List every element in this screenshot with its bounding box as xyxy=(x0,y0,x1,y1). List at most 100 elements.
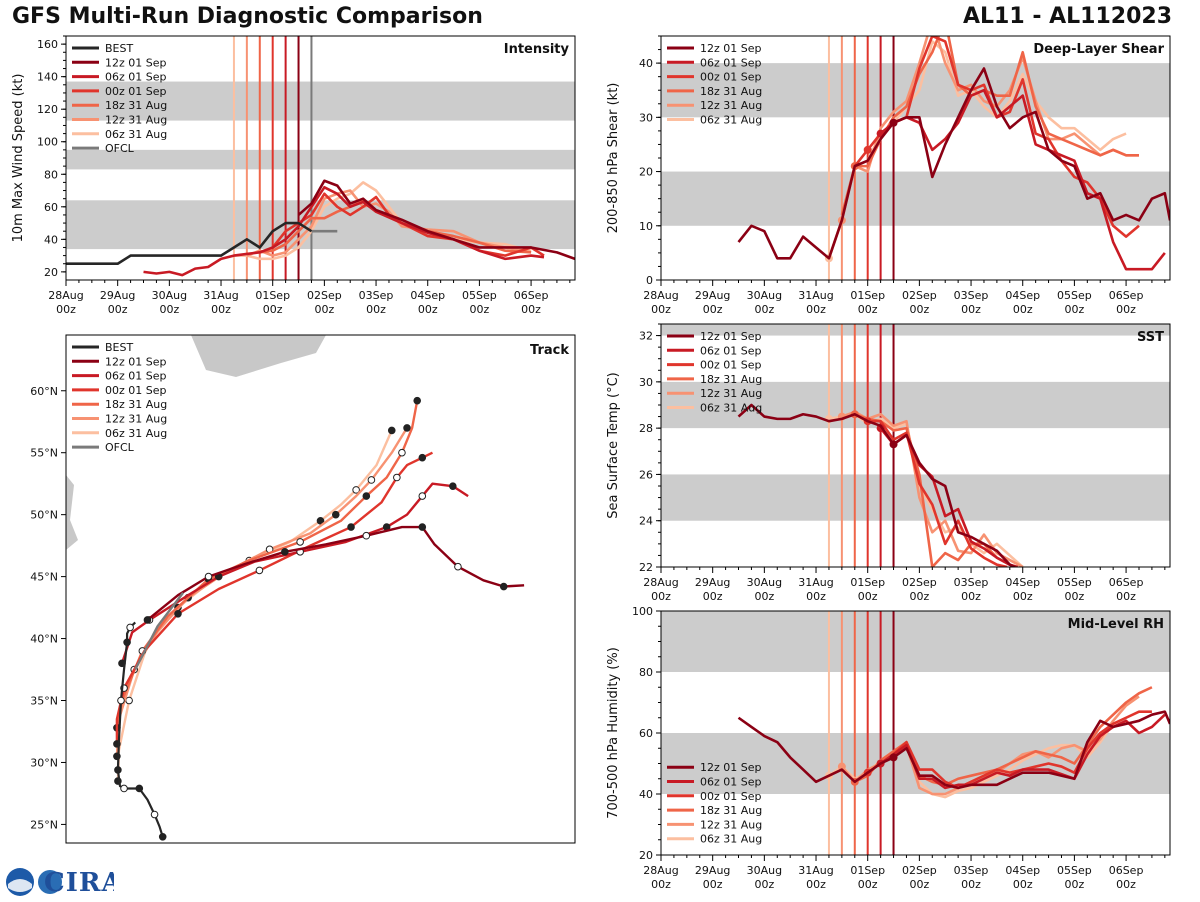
x-tick-label: 03Sep xyxy=(954,864,989,877)
y-tick-label: 32 xyxy=(639,330,653,343)
x-tick-sublabel: 00z xyxy=(806,878,826,891)
x-tick-label: 04Sep xyxy=(410,289,445,302)
y-tick-label: 45°N xyxy=(30,571,58,584)
legend-label: 06z 31 Aug xyxy=(700,833,762,846)
x-tick-label: 28Aug xyxy=(643,576,678,589)
x-tick-sublabel: 00z xyxy=(858,878,878,891)
x-tick-label: 31Aug xyxy=(798,576,833,589)
track-point xyxy=(393,473,401,482)
legend-label: 18z 31 Aug xyxy=(105,99,167,112)
init-point xyxy=(863,145,872,154)
legend-label: 00z 01 Sep xyxy=(700,790,762,803)
x-tick-label: 04Sep xyxy=(1005,289,1040,302)
y-tick-label: 60 xyxy=(44,201,58,214)
legend-label: OFCL xyxy=(105,142,135,155)
track-point xyxy=(296,538,304,546)
x-tick-label: 28Aug xyxy=(643,864,678,877)
y-tick-label: 25°N xyxy=(30,818,58,831)
x-tick-sublabel: 00z xyxy=(961,303,981,316)
track-point xyxy=(174,609,182,618)
shaded-band xyxy=(66,149,575,170)
series-line xyxy=(246,189,532,257)
track-point xyxy=(362,492,371,500)
series-line xyxy=(737,67,1170,260)
shaded-band xyxy=(661,611,1170,672)
x-tick-label: 05Sep xyxy=(1057,864,1092,877)
x-tick-label: 06Sep xyxy=(1109,289,1144,302)
y-axis-label: 700-500 hPa Humidity (%) xyxy=(606,647,621,819)
legend-label: 06z 01 Sep xyxy=(700,776,762,789)
track-point xyxy=(418,492,427,500)
page-title: GFS Multi-Run Diagnostic Comparison xyxy=(12,4,483,29)
intensity-chart: 2040608010012014016028Aug00z29Aug00z30Au… xyxy=(11,35,576,316)
legend-label: 12z 31 Aug xyxy=(105,413,167,426)
legend-label: 06z 01 Sep xyxy=(105,370,167,383)
legend-label: 12z 01 Sep xyxy=(700,42,762,55)
x-tick-label: 31Aug xyxy=(798,289,833,302)
track-point xyxy=(150,810,159,819)
track-point xyxy=(499,582,508,591)
legend-label: 12z 01 Sep xyxy=(105,355,167,368)
track-point xyxy=(158,833,167,841)
land-newfoundland xyxy=(66,475,78,550)
x-tick-label: 30Aug xyxy=(747,864,782,877)
x-tick-sublabel: 00z xyxy=(1013,878,1033,891)
shaded-band xyxy=(661,324,1170,336)
x-tick-label: 04Sep xyxy=(1005,864,1040,877)
series-line xyxy=(879,88,1166,271)
x-tick-sublabel: 00z xyxy=(651,878,671,891)
y-tick-label: 140 xyxy=(37,71,58,84)
x-tick-sublabel: 00z xyxy=(806,303,826,316)
x-tick-sublabel: 00z xyxy=(754,878,774,891)
shaded-band xyxy=(661,381,1170,429)
series-line xyxy=(866,710,1152,790)
x-tick-label: 28Aug xyxy=(643,289,678,302)
sst-chart: 22242628303228Aug00z29Aug00z30Aug00z31Au… xyxy=(606,323,1171,603)
x-tick-label: 02Sep xyxy=(902,289,937,302)
y-tick-label: 120 xyxy=(37,103,58,116)
x-tick-label: 01Sep xyxy=(850,576,885,589)
track-point xyxy=(281,548,289,556)
y-axis-label: 10m Max Wind Speed (kt) xyxy=(11,74,26,243)
plot-frame xyxy=(65,334,576,844)
legend-label: 12z 01 Sep xyxy=(700,330,762,343)
legend-label: 06z 31 Aug xyxy=(700,402,762,415)
legend-label: OFCL xyxy=(105,441,135,454)
x-tick-sublabel: 00z xyxy=(1013,590,1033,603)
x-tick-label: 05Sep xyxy=(1057,289,1092,302)
y-tick-label: 100 xyxy=(632,605,653,618)
track-point xyxy=(418,453,427,462)
rh-chart: 2040608010028Aug00z29Aug00z30Aug00z31Aug… xyxy=(606,605,1171,891)
x-tick-sublabel: 00z xyxy=(909,590,929,603)
series-line xyxy=(737,403,1016,567)
track-point xyxy=(454,562,462,571)
track-point xyxy=(331,510,340,519)
x-tick-sublabel: 00z xyxy=(1065,303,1085,316)
track-point xyxy=(449,482,457,490)
track-point xyxy=(367,476,376,484)
y-axis-label: 200-850 hPa Shear (kt) xyxy=(606,83,621,234)
track-point xyxy=(135,784,144,793)
track-point xyxy=(255,566,264,575)
x-tick-label: 03Sep xyxy=(954,576,989,589)
x-tick-label: 01Sep xyxy=(850,289,885,302)
y-tick-label: 40 xyxy=(639,57,653,70)
x-tick-label: 28Aug xyxy=(48,289,83,302)
series-line xyxy=(737,710,1170,790)
series-line xyxy=(879,713,1166,790)
y-tick-label: 20 xyxy=(639,166,653,179)
x-tick-sublabel: 00z xyxy=(651,303,671,316)
x-tick-sublabel: 00z xyxy=(703,303,723,316)
init-point xyxy=(889,118,898,127)
track-line xyxy=(115,451,434,744)
track-point xyxy=(403,424,411,432)
x-tick-label: 03Sep xyxy=(359,289,394,302)
y-tick-label: 50°N xyxy=(30,509,58,522)
x-tick-sublabel: 00z xyxy=(56,303,76,316)
y-tick-label: 60°N xyxy=(30,385,58,398)
track-line xyxy=(115,427,409,757)
y-tick-label: 40 xyxy=(639,788,653,801)
y-tick-label: 35°N xyxy=(30,695,58,708)
init-point xyxy=(889,753,898,762)
